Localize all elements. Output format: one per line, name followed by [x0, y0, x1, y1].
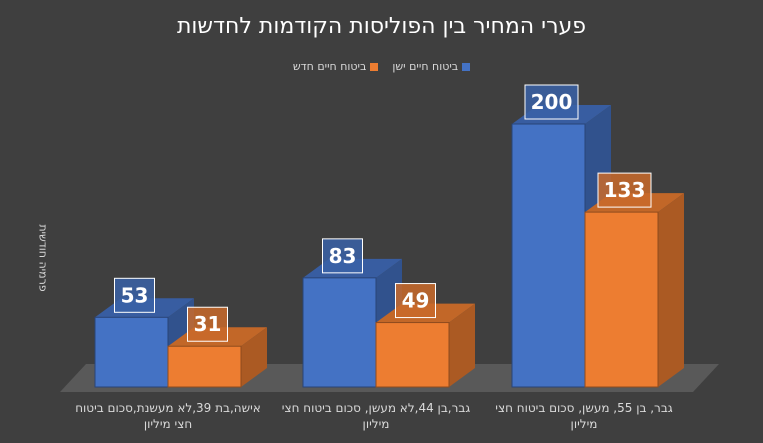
- legend-label-old: ביטוח חיים ישן: [392, 60, 459, 73]
- data-label-text: 83: [329, 244, 357, 268]
- data-label-box: [322, 238, 363, 274]
- data-label-box: [524, 84, 579, 120]
- category-label-3: גבר, בן 55, מעשן, סכום ביטוח חצי מיליון: [495, 401, 673, 431]
- legend-label-new: ביטוח חיים חדש: [292, 60, 367, 73]
- data-label-new-3: 133: [597, 172, 652, 208]
- data-label-text: 49: [402, 289, 430, 313]
- data-label-old-2: 83: [322, 238, 363, 274]
- bar-side: [241, 327, 267, 387]
- data-label-old-1: 53: [114, 277, 155, 313]
- legend-item-new: ביטוח חיים חדש: [293, 60, 379, 73]
- bar-front: [584, 211, 659, 388]
- data-label-text: 200: [531, 90, 573, 114]
- bar-front: [94, 316, 169, 388]
- data-label-new-2: 49: [395, 283, 436, 319]
- chart-title: פערי המחיר בין הפוליסות הקודמות לחדשות: [176, 14, 587, 39]
- bar-new-3: [584, 193, 684, 388]
- data-label-box: [395, 283, 436, 319]
- bar-front: [511, 123, 586, 388]
- bar-side: [449, 303, 475, 387]
- category-label-2: גבר,בן 44,לא מעשן, סכום ביטוח חצי מיליון: [281, 401, 471, 431]
- legend: ביטוח חיים ישן ביטוח חיים חדש: [0, 60, 763, 73]
- data-label-text: 31: [194, 312, 222, 336]
- bar-front: [302, 277, 377, 388]
- data-label-text: 133: [604, 178, 646, 202]
- data-label-text: 53: [121, 283, 149, 307]
- data-label-box: [114, 277, 155, 313]
- bar-front: [167, 345, 242, 388]
- legend-swatch-old: [462, 62, 471, 71]
- data-label-box: [187, 306, 228, 342]
- category-label-1: אישה,בת 39,לא מעשנת,סכום ביטוח חצי מיליו…: [75, 401, 261, 431]
- data-label-old-3: 200: [524, 84, 579, 120]
- data-label-new-1: 31: [187, 306, 228, 342]
- bar-side: [658, 193, 684, 387]
- legend-item-old: ביטוח חיים ישן: [392, 60, 471, 73]
- legend-swatch-new: [370, 62, 379, 71]
- data-label-box: [597, 172, 652, 208]
- bar-front: [375, 322, 450, 388]
